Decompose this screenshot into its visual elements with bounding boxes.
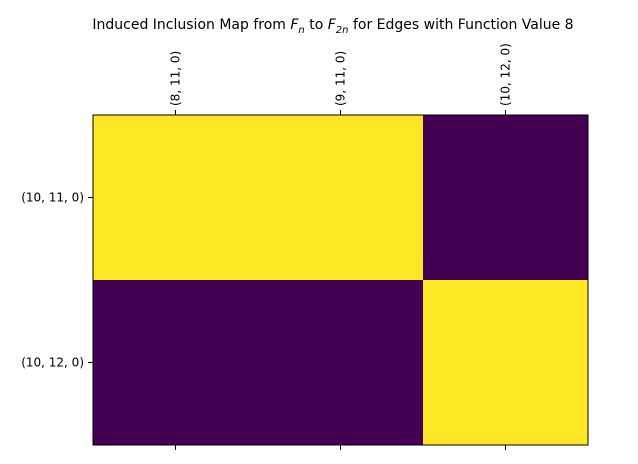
title-suffix: for Edges with Function Value 8 — [349, 17, 574, 33]
y-tick-label-1: (10, 12, 0) — [21, 356, 84, 370]
x-tick-label-1: (9, 11, 0) — [334, 51, 348, 106]
title-subscript-2: 2n — [336, 25, 349, 36]
heatmap-axes: (8, 11, 0) (9, 11, 0) (10, 12, 0) (10, 11, … — [21, 43, 589, 450]
title-subscript-1: n — [298, 25, 304, 36]
x-tick-label-2: (10, 12, 0) — [499, 43, 513, 106]
title-middle: to — [305, 17, 328, 33]
title-symbol-1: F — [290, 17, 299, 33]
heatmap-cell-1-1 — [258, 280, 424, 446]
heatmap-cells — [93, 115, 589, 446]
heatmap-cell-0-1 — [258, 115, 424, 281]
y-tick-label-0: (10, 11, 0) — [21, 191, 84, 205]
heatmap-cell-1-0 — [93, 280, 259, 446]
heatmap-cell-0-2 — [423, 115, 589, 281]
chart-title: Induced Inclusion Map from Fn to F2n for… — [92, 17, 573, 36]
title-prefix: Induced Inclusion Map from — [92, 17, 290, 33]
heatmap-cell-1-2 — [423, 280, 589, 446]
heatmap-cell-0-0 — [93, 115, 259, 281]
title-symbol-2: F — [328, 17, 337, 33]
x-tick-label-0: (8, 11, 0) — [169, 51, 183, 106]
